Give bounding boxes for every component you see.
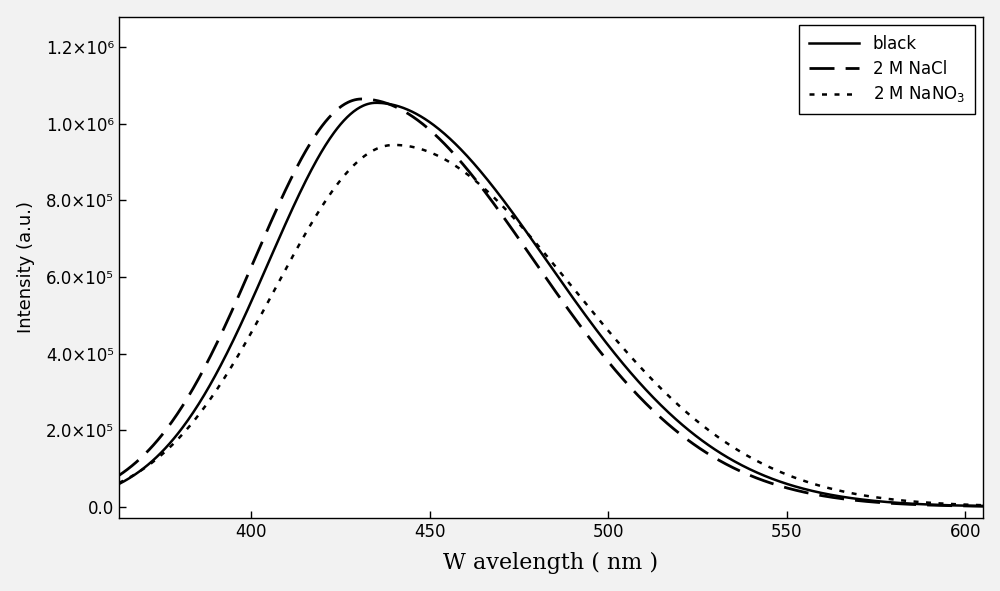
2 M NaNO$_3$: [858, 492, 870, 499]
black: [166, 437, 178, 444]
black: [616, 359, 628, 366]
black: [113, 480, 125, 488]
Y-axis label: Intensity (a.u.): Intensity (a.u.): [17, 202, 35, 333]
X-axis label: W avelength ( nm ): W avelength ( nm ): [443, 552, 659, 574]
2 M NaCl: [356, 95, 368, 102]
black: [858, 496, 870, 504]
2 M NaNO$_3$: [388, 141, 400, 148]
2 M NaCl: [858, 498, 870, 505]
Line: 2 M NaCl: 2 M NaCl: [119, 99, 983, 506]
2 M NaCl: [770, 481, 782, 488]
2 M NaNO$_3$: [977, 502, 989, 509]
black: [770, 476, 782, 483]
2 M NaNO$_3$: [113, 479, 125, 486]
2 M NaNO$_3$: [770, 466, 782, 473]
2 M NaCl: [113, 472, 125, 479]
2 M NaNO$_3$: [665, 394, 677, 401]
Line: black: black: [119, 103, 983, 506]
black: [665, 411, 677, 418]
2 M NaNO$_3$: [166, 442, 178, 449]
2 M NaCl: [166, 418, 178, 426]
Line: 2 M NaNO$_3$: 2 M NaNO$_3$: [119, 145, 983, 505]
2 M NaCl: [665, 423, 677, 430]
black: [977, 502, 989, 509]
black: [370, 99, 382, 106]
2 M NaNO$_3$: [639, 368, 651, 375]
Legend: black, 2 M NaCl, 2 M NaNO$_3$: black, 2 M NaCl, 2 M NaNO$_3$: [799, 25, 975, 114]
2 M NaCl: [977, 503, 989, 510]
2 M NaNO$_3$: [616, 343, 628, 350]
2 M NaCl: [616, 374, 628, 381]
2 M NaCl: [639, 399, 651, 406]
black: [639, 385, 651, 392]
